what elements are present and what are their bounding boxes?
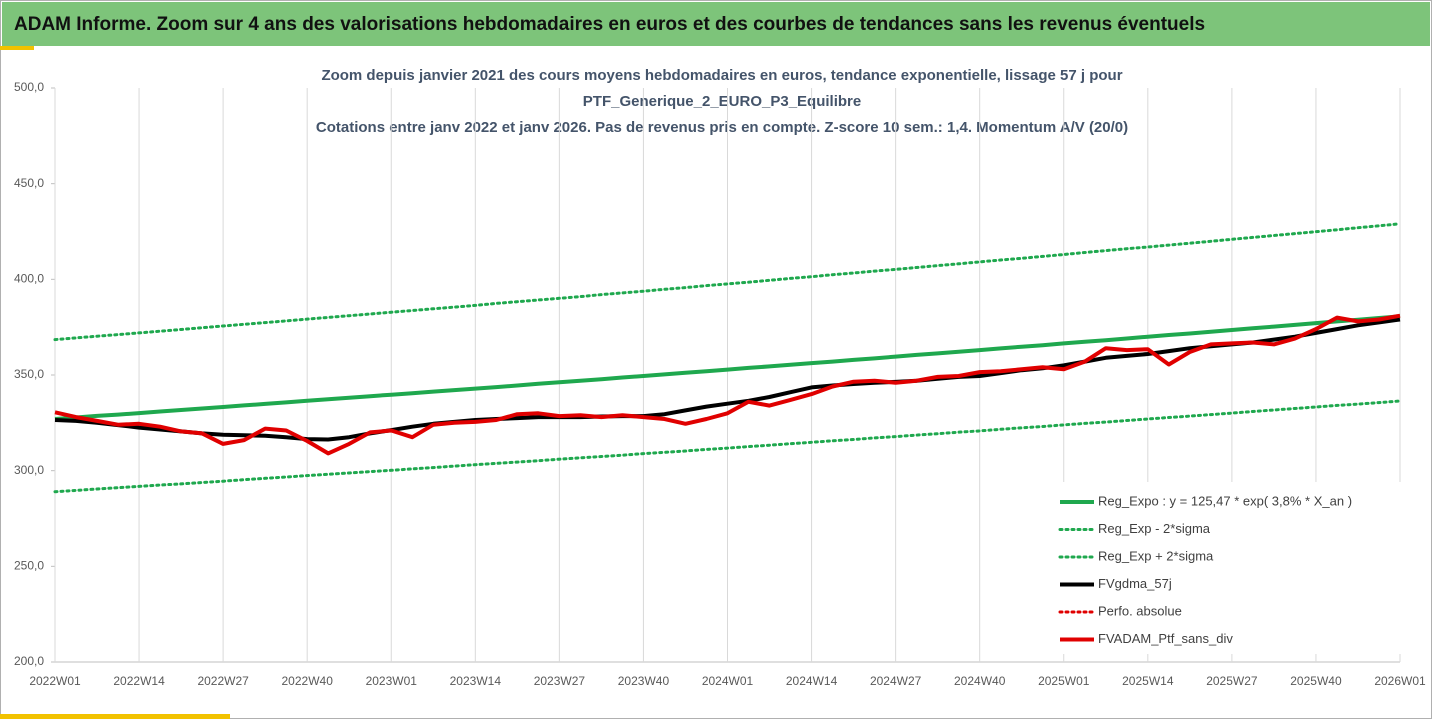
x-tick-label: 2023W14 xyxy=(450,674,502,688)
legend xyxy=(1048,482,1404,654)
accent xyxy=(0,714,230,719)
header-bar xyxy=(2,2,1430,46)
page-title: ADAM Informe. Zoom sur 4 ans des valoris… xyxy=(14,14,1205,35)
x-tick-label: 2024W01 xyxy=(702,674,754,688)
series-line xyxy=(53,222,1402,342)
y-tick-label: 250,0 xyxy=(14,559,44,573)
series-line xyxy=(54,314,1401,421)
legend-label: Reg_Exp + 2*sigma xyxy=(1098,548,1214,563)
legend-label: Reg_Exp - 2*sigma xyxy=(1098,521,1211,536)
series-line xyxy=(54,317,1401,442)
y-tick-label: 500,0 xyxy=(14,80,44,94)
accent xyxy=(0,46,34,50)
y-tick-label: 350,0 xyxy=(14,367,44,381)
x-tick-label: 2025W01 xyxy=(1038,674,1090,688)
legend-label: FVADAM_Ptf_sans_div xyxy=(1098,631,1233,646)
x-tick-label: 2024W27 xyxy=(870,674,922,688)
legend-label: Perfo. absolue xyxy=(1098,603,1182,618)
y-tick-label: 450,0 xyxy=(14,176,44,190)
x-tick-label: 2022W27 xyxy=(197,674,249,688)
x-tick-label: 2025W40 xyxy=(1290,674,1342,688)
y-tick-label: 300,0 xyxy=(14,463,44,477)
series-line xyxy=(54,313,1401,456)
series-line xyxy=(53,399,1402,494)
x-tick-label: 2022W40 xyxy=(282,674,334,688)
chart-title: Zoom depuis janvier 2021 des cours moyen… xyxy=(321,67,1122,84)
x-tick-label: 2026W01 xyxy=(1374,674,1426,688)
x-tick-label: 2023W01 xyxy=(366,674,418,688)
x-tick-label: 2023W27 xyxy=(534,674,586,688)
x-tick-label: 2024W14 xyxy=(786,674,838,688)
x-tick-label: 2025W27 xyxy=(1206,674,1258,688)
y-tick-label: 200,0 xyxy=(14,654,44,668)
legend-label: Reg_Expo : y = 125,47 * exp( 3,8% * X_an… xyxy=(1098,493,1352,508)
chart-title: PTF_Generique_2_EURO_P3_Equilibre xyxy=(583,93,861,110)
legend-label: FVgdma_57j xyxy=(1098,576,1172,591)
x-tick-label: 2022W01 xyxy=(29,674,81,688)
x-tick-label: 2023W40 xyxy=(618,674,670,688)
x-tick-label: 2025W14 xyxy=(1122,674,1174,688)
chart-title: Cotations entre janv 2022 et janv 2026. … xyxy=(316,119,1128,136)
y-tick-label: 400,0 xyxy=(14,272,44,286)
x-tick-label: 2024W40 xyxy=(954,674,1006,688)
x-tick-label: 2022W14 xyxy=(113,674,165,688)
